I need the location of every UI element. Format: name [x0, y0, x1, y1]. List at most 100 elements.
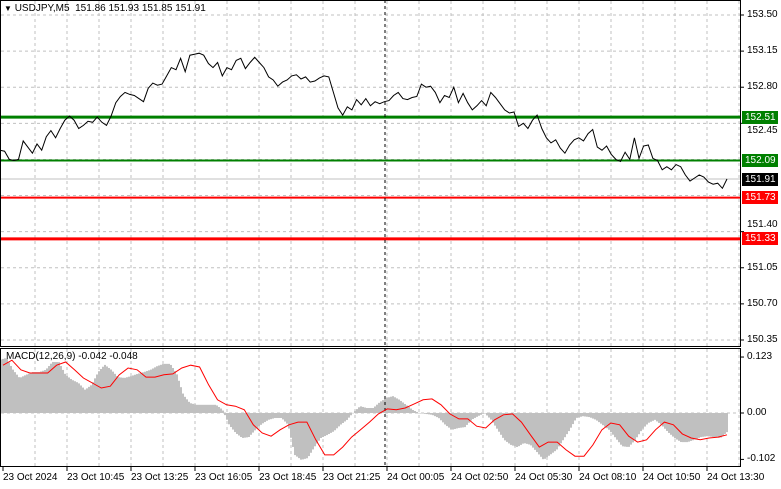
- price-tick-label: 150.35: [747, 333, 778, 345]
- macd-bar: [724, 413, 726, 434]
- macd-bar: [238, 413, 240, 436]
- macd-bar: [700, 413, 702, 438]
- macd-bar: [332, 413, 334, 432]
- macd-bar: [134, 374, 136, 413]
- macd-bar: [302, 413, 304, 460]
- macd-bar: [264, 413, 266, 423]
- macd-bar: [154, 367, 156, 413]
- macd-bar: [192, 403, 194, 413]
- time-label: 23 Oct 21:25: [323, 472, 381, 483]
- macd-bar: [338, 413, 340, 427]
- macd-bar: [186, 399, 188, 413]
- macd-bar: [66, 375, 68, 413]
- macd-bar: [24, 375, 26, 413]
- macd-bar: [666, 413, 668, 431]
- macd-bar: [102, 366, 104, 413]
- macd-bar: [282, 413, 284, 420]
- macd-bar: [100, 368, 102, 413]
- macd-bar: [358, 407, 360, 413]
- macd-bar: [632, 413, 634, 443]
- macd-bar: [326, 413, 328, 436]
- macd-bar: [86, 388, 88, 413]
- macd-bar: [140, 372, 142, 413]
- macd-bar: [152, 368, 154, 413]
- macd-bar: [406, 405, 408, 413]
- macd-bar: [132, 375, 134, 413]
- macd-bar: [500, 413, 502, 435]
- macd-histogram: [0, 358, 728, 460]
- macd-bar: [30, 372, 32, 413]
- macd-bar: [530, 413, 532, 446]
- macd-bar: [306, 413, 308, 459]
- macd-bar: [680, 413, 682, 443]
- price-tick-label: 153.15: [747, 45, 778, 57]
- macd-bar: [8, 362, 10, 413]
- macd-bar: [644, 413, 646, 427]
- macd-bar: [492, 413, 494, 423]
- chart-header: ▼ USDJPY,M5 151.86 151.93 151.85 151.91: [4, 3, 206, 15]
- macd-bar: [28, 373, 30, 413]
- macd-bar: [112, 371, 114, 413]
- macd-bar: [196, 404, 198, 413]
- macd-bar: [576, 413, 578, 418]
- macd-bar: [244, 413, 246, 438]
- current-price-tag: 151.91: [742, 172, 778, 186]
- time-label: 24 Oct 08:10: [579, 472, 637, 483]
- macd-bar: [314, 413, 316, 447]
- macd-bar: [96, 374, 98, 413]
- macd-bar: [342, 413, 344, 423]
- macd-bar: [586, 413, 588, 417]
- macd-bar: [12, 369, 14, 413]
- macd-bar: [240, 413, 242, 438]
- macd-bar: [526, 413, 528, 444]
- macd-bar: [334, 413, 336, 431]
- macd-bar: [18, 377, 20, 413]
- macd-bar: [710, 413, 712, 437]
- macd-bar: [138, 373, 140, 413]
- macd-bar: [126, 377, 128, 413]
- triangle-down-icon[interactable]: ▼: [4, 4, 12, 13]
- macd-bar: [176, 374, 178, 413]
- macd-bar: [678, 413, 680, 441]
- macd-bar: [484, 413, 486, 414]
- macd-bar: [448, 413, 450, 428]
- macd-bar: [528, 413, 530, 445]
- macd-bar: [258, 413, 260, 427]
- level-tag: 152.09: [742, 153, 778, 167]
- macd-bar: [608, 413, 610, 430]
- macd-bar: [642, 413, 644, 429]
- macd-bar: [272, 413, 274, 419]
- macd-bar: [72, 380, 74, 413]
- macd-bar: [220, 408, 222, 413]
- macd-bar: [436, 413, 438, 418]
- macd-bar: [180, 387, 182, 413]
- macd-bar: [228, 413, 230, 425]
- level-tag: 151.33: [742, 232, 778, 246]
- time-label: 23 Oct 10:45: [67, 472, 125, 483]
- macd-bar: [720, 413, 722, 438]
- macd-bar: [54, 362, 56, 413]
- macd-signal-line: [2, 359, 728, 457]
- macd-bar: [172, 368, 174, 413]
- macd-bar: [232, 413, 234, 430]
- macd-bar: [260, 413, 262, 425]
- price-tick-label: 150.70: [747, 297, 778, 309]
- macd-bar: [618, 413, 620, 443]
- macd-bar: [384, 398, 386, 413]
- time-label: 24 Oct 02:50: [451, 472, 509, 483]
- macd-bar: [252, 413, 254, 433]
- macd-bar: [502, 413, 504, 438]
- macd-bar: [450, 413, 452, 430]
- macd-tick-label: -0.102: [747, 453, 776, 465]
- macd-bar: [660, 413, 662, 425]
- macd-bar: [698, 413, 700, 438]
- macd-bar: [602, 413, 604, 426]
- macd-bar: [478, 413, 480, 416]
- macd-bar: [340, 413, 342, 425]
- macd-bar: [452, 413, 454, 430]
- macd-bar: [488, 413, 490, 418]
- macd-bar: [316, 413, 318, 444]
- macd-bar: [310, 413, 312, 453]
- macd-bar: [224, 413, 226, 416]
